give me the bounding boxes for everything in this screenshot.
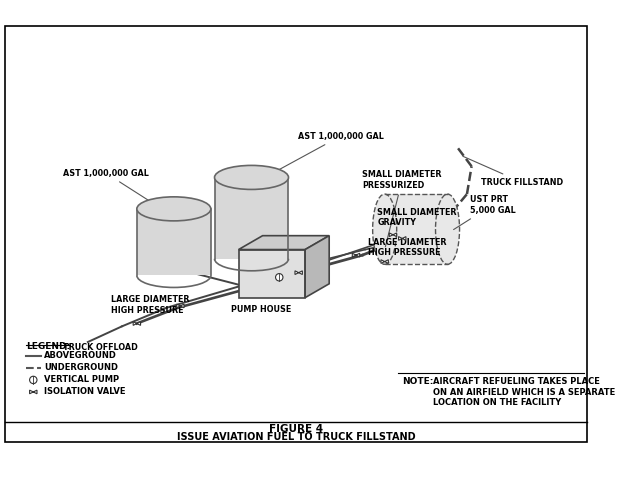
Polygon shape	[295, 271, 302, 275]
Text: VERTICAL PUMP: VERTICAL PUMP	[44, 375, 120, 385]
FancyBboxPatch shape	[137, 209, 211, 275]
Polygon shape	[381, 260, 388, 264]
Text: TRUCK FILLSTAND: TRUCK FILLSTAND	[463, 156, 563, 187]
FancyBboxPatch shape	[385, 194, 447, 264]
Circle shape	[29, 376, 37, 384]
Polygon shape	[29, 390, 37, 394]
Text: LARGE DIAMETER
HIGH PRESSURE: LARGE DIAMETER HIGH PRESSURE	[368, 238, 447, 257]
Text: ISOLATION VALVE: ISOLATION VALVE	[44, 387, 126, 396]
Text: AST 1,000,000 GAL: AST 1,000,000 GAL	[63, 168, 159, 207]
Text: FIGURE 4: FIGURE 4	[269, 424, 323, 434]
Text: LEGEND:: LEGEND:	[26, 342, 70, 351]
Polygon shape	[239, 236, 329, 249]
Polygon shape	[399, 237, 406, 240]
Ellipse shape	[372, 194, 397, 264]
Polygon shape	[305, 236, 329, 298]
Polygon shape	[352, 253, 360, 257]
Text: AST 1,000,000 GAL: AST 1,000,000 GAL	[271, 132, 383, 174]
Polygon shape	[239, 249, 305, 298]
Text: LARGE DIAMETER
HIGH PRESSURE: LARGE DIAMETER HIGH PRESSURE	[111, 295, 189, 315]
Ellipse shape	[137, 197, 211, 221]
Polygon shape	[133, 322, 141, 325]
Polygon shape	[389, 233, 397, 237]
Text: ABOVEGROUND: ABOVEGROUND	[44, 351, 117, 360]
Polygon shape	[177, 304, 184, 308]
Text: ISSUE AVIATION FUEL TO TRUCK FILLSTAND: ISSUE AVIATION FUEL TO TRUCK FILLSTAND	[177, 432, 415, 442]
Text: PUMP HOUSE: PUMP HOUSE	[230, 305, 291, 314]
Text: AIRCRAFT REFUELING TAKES PLACE
ON AN AIRFIELD WHICH IS A SEPARATE
LOCATION ON TH: AIRCRAFT REFUELING TAKES PLACE ON AN AIR…	[433, 377, 615, 407]
Text: SMALL DIAMETER
PRESSURIZED: SMALL DIAMETER PRESSURIZED	[362, 170, 442, 247]
Ellipse shape	[214, 165, 289, 189]
Text: SMALL DIAMETER
GRAVITY: SMALL DIAMETER GRAVITY	[377, 208, 457, 227]
Circle shape	[276, 274, 283, 281]
Text: UNDERGROUND: UNDERGROUND	[44, 364, 118, 372]
Text: UST PRT
5,000 GAL: UST PRT 5,000 GAL	[454, 195, 515, 229]
Text: NOTE:: NOTE:	[402, 377, 434, 386]
Text: TRUCK OFFLOAD: TRUCK OFFLOAD	[63, 343, 138, 352]
FancyBboxPatch shape	[214, 178, 289, 259]
Ellipse shape	[436, 194, 460, 264]
